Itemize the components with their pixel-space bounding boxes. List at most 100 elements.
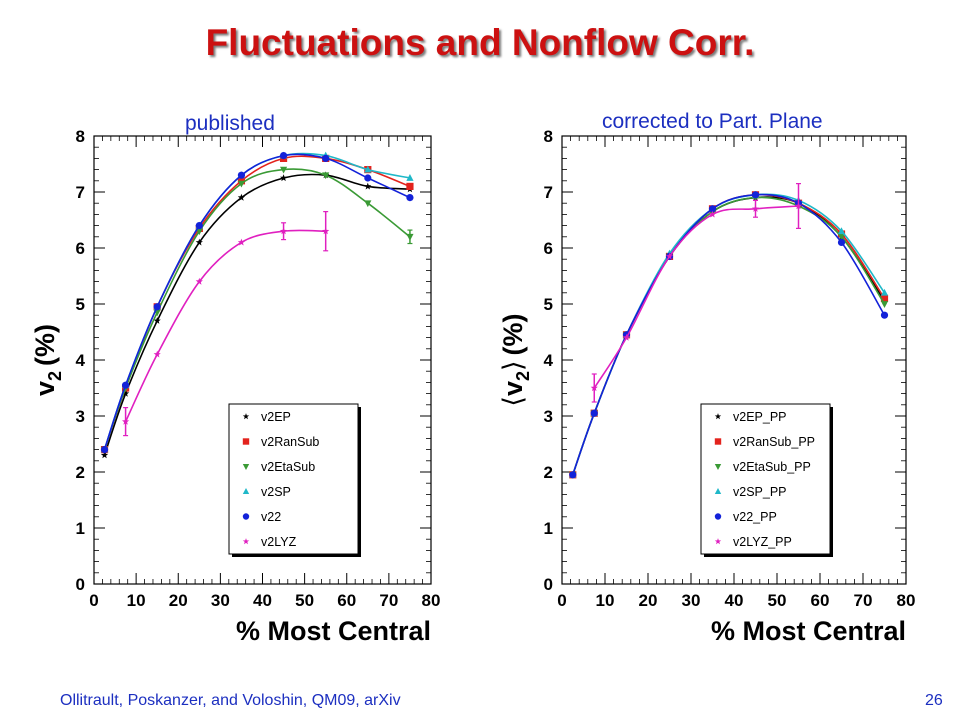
legend-marker-v22_PP bbox=[714, 513, 722, 520]
legend-label-v2EP_PP: v2EP_PP bbox=[733, 410, 787, 424]
data-point-v2EtaSub bbox=[406, 233, 414, 241]
legend-label-v2SP: v2SP bbox=[261, 485, 291, 499]
x-tick-label: 30 bbox=[682, 591, 701, 610]
x-tick-label: 20 bbox=[639, 591, 658, 610]
x-tick-label: 80 bbox=[422, 591, 441, 610]
x-tick-label: 70 bbox=[854, 591, 873, 610]
legend-label-v22_PP: v22_PP bbox=[733, 510, 777, 524]
data-point-v2EtaSub bbox=[364, 200, 372, 208]
series-line-v2LYZ_PP bbox=[593, 205, 799, 389]
legend-box bbox=[228, 403, 359, 555]
data-point-v2SP bbox=[406, 174, 414, 181]
data-point-v2LYZ bbox=[122, 417, 130, 425]
y-tick-label: 7 bbox=[76, 183, 85, 202]
legend-marker-v2EP_PP bbox=[714, 413, 722, 420]
data-point-v22 bbox=[153, 303, 161, 311]
x-tick-label: 30 bbox=[211, 591, 230, 610]
x-axis-label: % Most Central bbox=[711, 616, 906, 646]
data-point-v2LYZ_PP bbox=[751, 205, 760, 212]
data-point-v22_PP bbox=[880, 311, 889, 319]
data-point-v2EtaSub_PP bbox=[880, 301, 889, 308]
series-line-v22_PP bbox=[572, 193, 886, 476]
legend-label-v2RanSub: v2RanSub bbox=[261, 435, 319, 449]
data-point-v2LYZ bbox=[237, 238, 245, 246]
data-point-v2LYZ_PP bbox=[622, 333, 631, 341]
slide-title: Fluctuations and Nonflow Corr. bbox=[205, 22, 755, 63]
legend-box bbox=[700, 403, 831, 555]
x-tick-label: 20 bbox=[169, 591, 188, 610]
y-tick-label: 8 bbox=[76, 127, 85, 146]
legend-marker-v2LYZ bbox=[242, 538, 250, 545]
legend-label-v2LYZ_PP: v2LYZ_PP bbox=[733, 535, 792, 549]
y-tick-label: 6 bbox=[76, 239, 85, 258]
data-point-v2LYZ bbox=[153, 350, 161, 358]
y-tick-label: 2 bbox=[544, 463, 553, 482]
data-point-v2EP bbox=[280, 174, 288, 182]
data-point-v2SP_PP bbox=[880, 288, 889, 296]
x-tick-label: 0 bbox=[89, 591, 98, 610]
series-line-v2EtaSub bbox=[103, 168, 411, 450]
data-point-v22 bbox=[322, 154, 330, 162]
y-axis-label: ⟨v2⟩(%) bbox=[498, 313, 533, 406]
data-point-v2LYZ bbox=[280, 227, 288, 235]
y-tick-label: 8 bbox=[544, 127, 553, 146]
data-point-v22 bbox=[121, 381, 130, 389]
legend-label-v2EtaSub_PP: v2EtaSub_PP bbox=[733, 460, 811, 474]
y-tick-label: 3 bbox=[544, 407, 553, 426]
y-tick-label: 1 bbox=[76, 519, 85, 538]
x-tick-label: 60 bbox=[811, 591, 830, 610]
data-point-v2RanSub bbox=[406, 182, 414, 190]
x-tick-label: 50 bbox=[768, 591, 787, 610]
data-point-v2LYZ_PP bbox=[794, 202, 803, 210]
legend: v2EP v2RanSub v2EtaSub v2SP v22 v2LYZ bbox=[228, 403, 361, 557]
data-point-v2EP bbox=[237, 193, 245, 201]
x-axis-label: % Most Central bbox=[236, 616, 431, 646]
y-tick-label: 5 bbox=[544, 295, 553, 314]
x-tick-label: 10 bbox=[127, 591, 146, 610]
data-point-v2EP bbox=[122, 389, 130, 397]
legend-marker-v2RanSub_PP bbox=[714, 438, 722, 445]
data-point-v22_PP bbox=[751, 191, 760, 199]
y-tick-label: 6 bbox=[544, 239, 553, 258]
y-tick-label: 4 bbox=[544, 351, 554, 370]
legend-label-v2EP: v2EP bbox=[261, 410, 291, 424]
data-point-v2EtaSub bbox=[195, 228, 203, 236]
page-number: 26 bbox=[925, 692, 943, 709]
data-point-v2EtaSub bbox=[322, 172, 330, 180]
x-tick-label: 10 bbox=[596, 591, 615, 610]
data-point-v2EtaSub_PP bbox=[837, 233, 846, 241]
series-v22 bbox=[100, 152, 414, 454]
y-tick-label: 0 bbox=[544, 575, 553, 594]
data-point-v22 bbox=[237, 171, 246, 179]
panel-label-published: published bbox=[185, 112, 275, 135]
data-point-v22 bbox=[279, 152, 288, 160]
data-point-v22_PP bbox=[837, 238, 846, 246]
data-point-v2SP_PP bbox=[837, 227, 846, 235]
x-tick-label: 60 bbox=[337, 591, 356, 610]
y-tick-label: 4 bbox=[76, 351, 86, 370]
panel-label-corrected: corrected to Part. Plane bbox=[602, 110, 823, 133]
data-point-v2RanSub_PP bbox=[880, 294, 889, 302]
data-point-v2EtaSub bbox=[279, 166, 288, 174]
legend-label-v2LYZ: v2LYZ bbox=[261, 535, 297, 549]
legend-marker-v2SP bbox=[242, 487, 250, 495]
legend: v2EP_PP v2RanSub_PP v2EtaSub_PP v2SP_PP v22_… bbox=[700, 403, 833, 557]
legend-marker-v2EtaSub_PP bbox=[714, 463, 722, 471]
legend-label-v2EtaSub: v2EtaSub bbox=[261, 460, 315, 474]
data-point-v2LYZ bbox=[195, 277, 203, 285]
data-point-v2LYZ_PP bbox=[665, 252, 674, 260]
x-tick-label: 70 bbox=[379, 591, 398, 610]
data-point-v22 bbox=[100, 446, 109, 454]
x-tick-label: 40 bbox=[253, 591, 272, 610]
data-point-v2EP bbox=[153, 317, 161, 324]
legend-label-v2RanSub_PP: v2RanSub_PP bbox=[733, 435, 815, 449]
legend-marker-v2EP bbox=[242, 413, 250, 420]
legend-marker-v2LYZ_PP bbox=[714, 538, 722, 545]
data-point-v22_PP bbox=[569, 471, 577, 479]
data-point-v2LYZ bbox=[322, 227, 330, 235]
footer-citation: Ollitrault, Poskanzer, and Voloshin, QM0… bbox=[60, 692, 401, 709]
data-point-v22 bbox=[195, 222, 203, 230]
data-point-v2EP bbox=[195, 238, 203, 246]
